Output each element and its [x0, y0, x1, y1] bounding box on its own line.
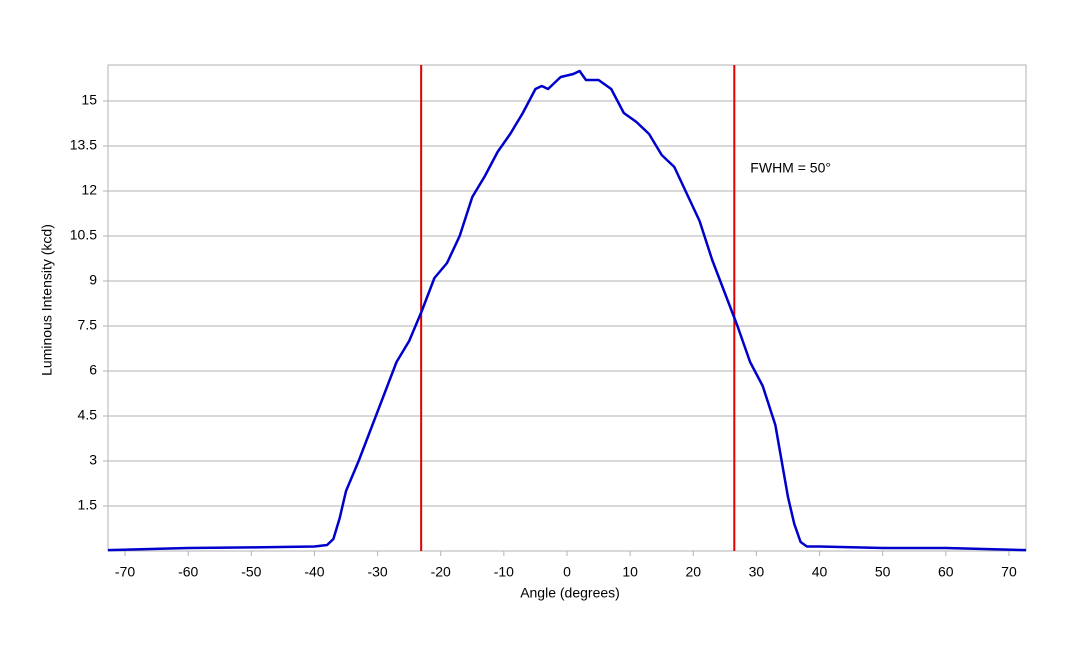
- y-tick-label: 10.5: [70, 227, 97, 243]
- y-axis-label: Luminous Intensity (kcd): [39, 224, 55, 376]
- x-tick-label: 0: [563, 564, 571, 580]
- y-tick-label: 3: [89, 452, 97, 468]
- y-tick-label: 6: [89, 362, 97, 378]
- x-tick-label: 10: [622, 564, 638, 580]
- y-tick-label: 13.5: [70, 137, 97, 153]
- plot-frame: [107, 64, 1027, 552]
- x-axis-label: Angle (degrees): [520, 585, 620, 601]
- x-tick-label: -40: [304, 564, 324, 580]
- x-tick-label: 20: [685, 564, 701, 580]
- y-tick-label: 4.5: [78, 407, 98, 423]
- data-line: [107, 69, 1027, 552]
- x-tick-label: -70: [115, 564, 135, 580]
- x-tick-label: -20: [431, 564, 451, 580]
- y-tick-label: 9: [89, 272, 97, 288]
- x-tick-label: 60: [938, 564, 954, 580]
- x-tick-label: -30: [367, 564, 387, 580]
- x-tick-label: -10: [494, 564, 514, 580]
- x-tick-label: 40: [812, 564, 828, 580]
- y-tick-label: 7.5: [78, 317, 98, 333]
- x-tick-label: -50: [241, 564, 261, 580]
- x-tick-label: 50: [875, 564, 891, 580]
- x-tick-label: 70: [1001, 564, 1017, 580]
- annotation: FWHM = 50°: [750, 160, 831, 176]
- x-tick-label: -60: [178, 564, 198, 580]
- y-tick-label: 1.5: [78, 497, 98, 513]
- y-tick-label: 15: [81, 92, 97, 108]
- x-tick-label: 30: [749, 564, 765, 580]
- y-tick-label: 12: [81, 182, 97, 198]
